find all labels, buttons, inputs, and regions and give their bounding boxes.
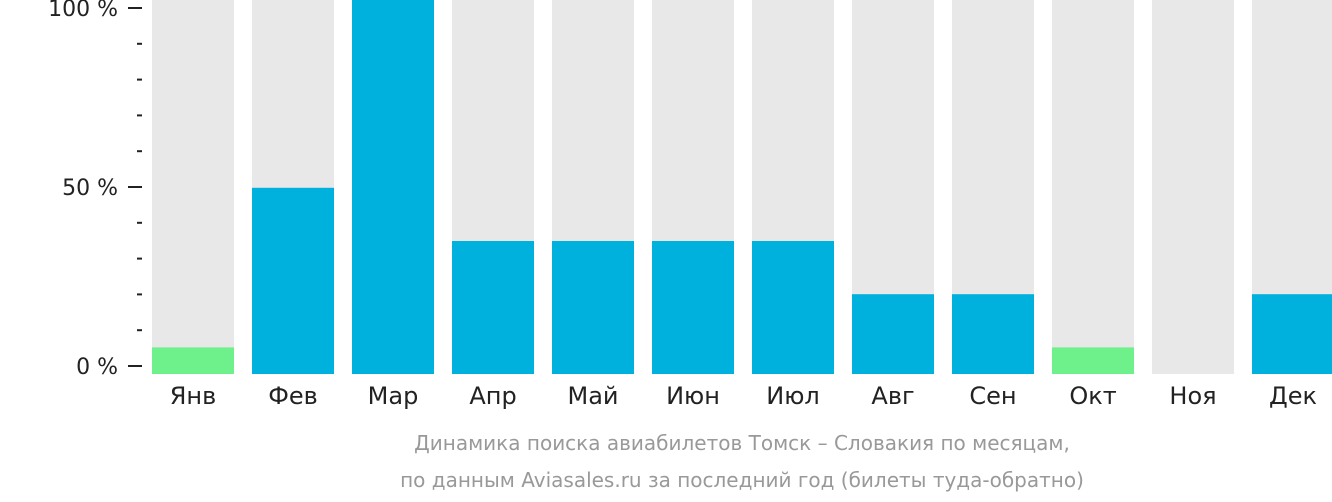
x-tick-label: Авг <box>871 382 914 410</box>
bar-background <box>1052 0 1134 374</box>
bar <box>552 241 634 374</box>
chart-caption-line-2: по данным Aviasales.ru за последний год … <box>400 468 1084 492</box>
bar <box>452 241 534 374</box>
bar-background <box>152 0 234 374</box>
x-tick-label: Фев <box>268 382 318 410</box>
y-tick-label: 50 % <box>62 176 118 201</box>
bar <box>1052 347 1134 374</box>
y-axis: 0 % 50 % 100 % <box>48 0 142 380</box>
x-tick-label: Июн <box>666 382 720 410</box>
bar <box>352 0 434 374</box>
bar <box>852 294 934 374</box>
bar <box>752 241 834 374</box>
x-tick-label: Сен <box>969 382 1016 410</box>
x-tick-label: Ноя <box>1169 382 1216 410</box>
x-tick-label: Дек <box>1269 382 1317 410</box>
bar <box>252 187 334 374</box>
x-tick-label: Окт <box>1069 382 1116 410</box>
bar <box>652 241 734 374</box>
y-tick-label: 100 % <box>48 0 118 22</box>
x-tick-label: Мар <box>368 382 419 410</box>
bar <box>952 294 1034 374</box>
x-axis-labels: Янв Фев Мар Апр Май Июн Июл Авг Сен Окт Ноя Дек <box>170 382 1317 410</box>
chart-caption-line-1: Динамика поиска авиабилетов Томск – Слов… <box>414 431 1070 455</box>
x-tick-label: Июл <box>766 382 820 410</box>
bars <box>152 0 1332 374</box>
bar <box>1252 294 1332 374</box>
bar <box>152 347 234 374</box>
x-tick-label: Апр <box>469 382 516 410</box>
y-tick-label: 0 % <box>76 355 118 380</box>
x-tick-label: Май <box>567 382 618 410</box>
x-tick-label: Янв <box>170 382 217 410</box>
bar-background <box>1152 0 1234 374</box>
